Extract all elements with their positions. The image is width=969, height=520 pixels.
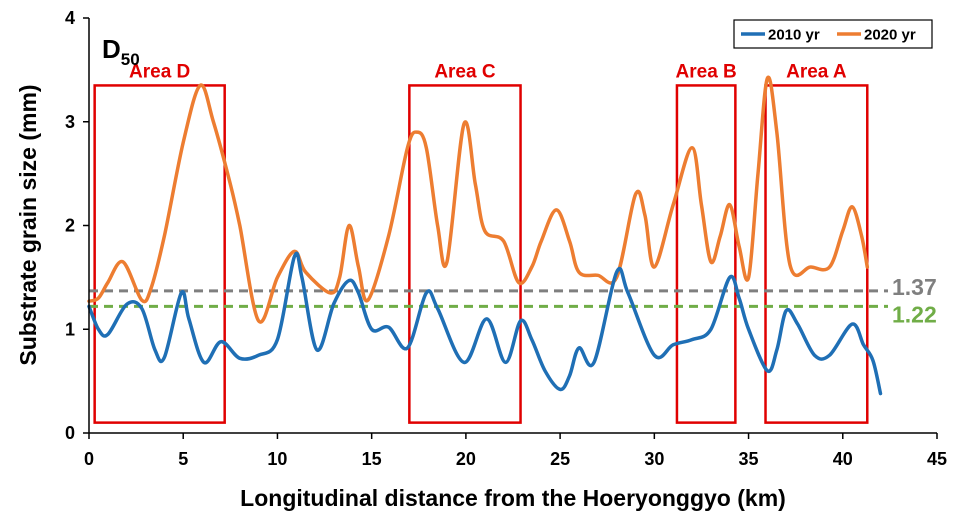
area-box-2: Area B: [675, 61, 737, 424]
y-tick-label: 2: [65, 216, 75, 236]
series-line-0: [87, 251, 883, 396]
y-tick-label: 1: [65, 319, 75, 339]
legend: 2010 yr 2020 yr: [733, 19, 933, 49]
area-label: Area B: [676, 61, 737, 82]
area-box-1: Area C: [408, 61, 522, 424]
reference-lines: 1.371.22: [89, 274, 937, 327]
area-rect: [675, 84, 737, 424]
axes: [83, 17, 938, 439]
area-box-0: Area D: [93, 61, 226, 424]
y-axis-title: Substrate grain size (mm): [15, 84, 41, 365]
series-lines: [87, 75, 883, 396]
legend-entry-1: 2020 yr: [864, 27, 916, 44]
reference-label-1: 1.22: [892, 301, 937, 327]
area-rect: [93, 84, 226, 424]
reference-label-0: 1.37: [892, 274, 937, 300]
area-rect: [408, 84, 522, 424]
x-tick-label: 15: [362, 449, 382, 469]
area-label: Area C: [434, 61, 496, 82]
x-tick-label: 35: [739, 449, 759, 469]
tick-labels: 0 5 10 15 20 25 30 35 40 45 0 1 2 3 4: [65, 8, 947, 469]
x-axis-title: Longitudinal distance from the Hoeryongg…: [240, 485, 786, 511]
y-tick-label: 3: [65, 112, 75, 132]
x-tick-label: 5: [178, 449, 188, 469]
x-tick-label: 30: [644, 449, 664, 469]
x-tick-label: 0: [84, 449, 94, 469]
x-tick-label: 40: [833, 449, 853, 469]
y-tick-label: 4: [65, 8, 75, 28]
y-tick-label: 0: [65, 423, 75, 443]
area-box-3: Area A: [764, 61, 869, 424]
x-tick-label: 45: [927, 449, 947, 469]
series-line-1: [87, 75, 870, 324]
area-rect: [764, 84, 869, 424]
area-label: Area A: [786, 61, 847, 82]
panel-label: D50: [102, 34, 140, 69]
legend-entry-0: 2010 yr: [768, 27, 820, 44]
legend-box: [733, 19, 933, 49]
areas-layer: Area D Area C Area B Area A: [93, 61, 869, 424]
x-tick-label: 25: [550, 449, 570, 469]
x-tick-label: 10: [267, 449, 287, 469]
x-tick-label: 20: [456, 449, 476, 469]
area-label: Area D: [129, 61, 190, 82]
